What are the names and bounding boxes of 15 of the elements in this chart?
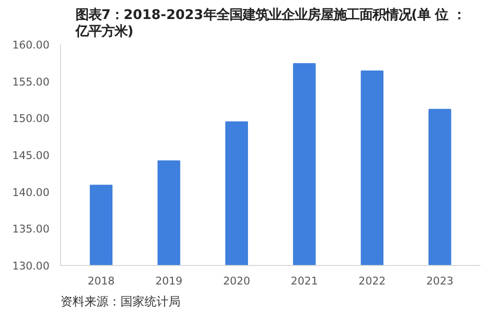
y-tick-label: 135.00 xyxy=(12,222,50,236)
x-tick-label: 2018 xyxy=(88,274,115,288)
x-tick-label: 2020 xyxy=(223,274,250,288)
text: 资料来源：国家统计局 xyxy=(60,294,180,308)
x-tick-label: 2022 xyxy=(358,274,386,288)
chart-title: 图表7：2018-2023年全国建筑业企业房屋施工面积情况(单 位 ：亿平方米) xyxy=(74,7,466,40)
x-tick-label: 2021 xyxy=(290,274,318,288)
y-tick-label: 155.00 xyxy=(12,75,50,88)
y-tick-label: 140.00 xyxy=(12,186,50,199)
y-tick-label: 145.00 xyxy=(12,149,50,162)
y-tick-label: 160.00 xyxy=(12,38,50,52)
y-tick-label: 150.00 xyxy=(12,112,50,126)
x-tick-label: 2019 xyxy=(155,274,183,288)
x-tick-label: 2023 xyxy=(426,274,454,288)
y-tick-label: 130.00 xyxy=(12,260,50,272)
